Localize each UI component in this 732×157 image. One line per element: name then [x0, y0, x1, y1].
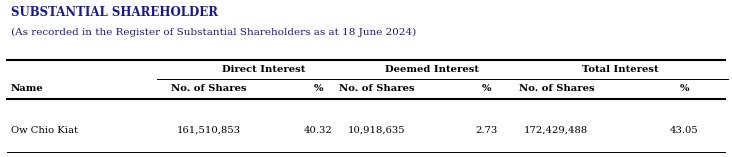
Text: No. of Shares: No. of Shares [339, 84, 415, 93]
Text: No. of Shares: No. of Shares [171, 84, 247, 93]
Text: %: % [680, 84, 689, 93]
Text: 40.32: 40.32 [304, 126, 333, 135]
Text: Name: Name [11, 84, 44, 93]
Text: 10,918,635: 10,918,635 [348, 126, 406, 135]
Text: 43.05: 43.05 [670, 126, 699, 135]
Text: %: % [314, 84, 323, 93]
Text: Total Interest: Total Interest [583, 65, 659, 74]
Text: Direct Interest: Direct Interest [222, 65, 305, 74]
Text: (As recorded in the Register of Substantial Shareholders as at 18 June 2024): (As recorded in the Register of Substant… [11, 28, 417, 37]
Text: 172,429,488: 172,429,488 [524, 126, 589, 135]
Text: Ow Chio Kiat: Ow Chio Kiat [11, 126, 78, 135]
Text: 161,510,853: 161,510,853 [176, 126, 241, 135]
Text: %: % [482, 84, 491, 93]
Text: Deemed Interest: Deemed Interest [385, 65, 479, 74]
Text: 2.73: 2.73 [476, 126, 498, 135]
Text: No. of Shares: No. of Shares [518, 84, 594, 93]
Text: SUBSTANTIAL SHAREHOLDER: SUBSTANTIAL SHAREHOLDER [11, 6, 218, 19]
